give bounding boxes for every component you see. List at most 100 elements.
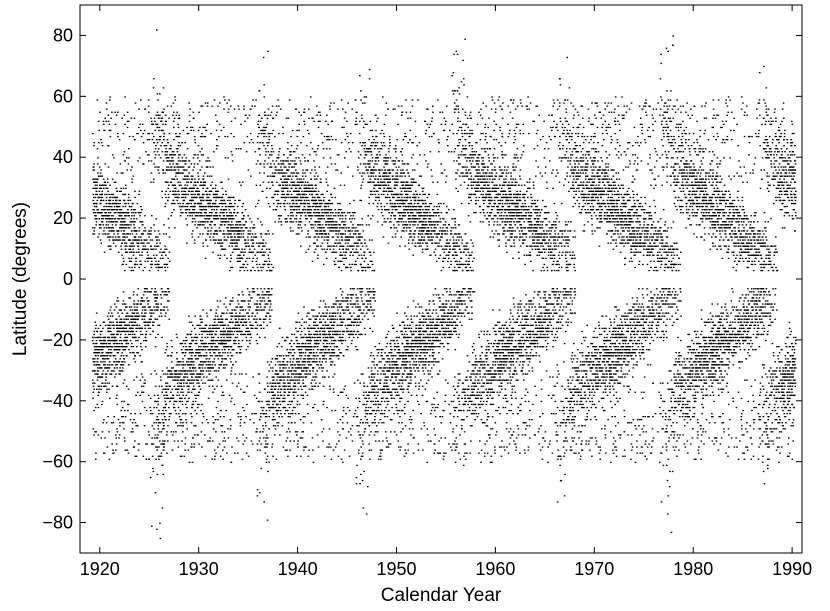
data-point xyxy=(118,324,121,326)
data-point xyxy=(192,339,195,342)
data-point xyxy=(167,199,169,202)
data-point xyxy=(157,333,159,336)
data-point xyxy=(237,300,239,302)
data-point xyxy=(368,266,370,269)
data-point xyxy=(119,336,122,339)
data-point xyxy=(106,187,109,189)
data-point xyxy=(254,233,257,235)
data-point xyxy=(294,364,297,366)
data-point xyxy=(118,218,121,220)
data-point xyxy=(126,330,129,333)
data-point xyxy=(108,215,110,217)
data-point xyxy=(212,236,215,238)
data-point xyxy=(105,352,108,354)
data-point xyxy=(131,315,134,317)
data-point xyxy=(153,257,156,259)
data-point xyxy=(159,114,161,116)
data-point xyxy=(126,312,129,314)
data-point xyxy=(259,221,262,223)
data-point xyxy=(96,352,98,354)
data-point xyxy=(303,370,305,372)
data-point xyxy=(248,309,251,311)
data-point xyxy=(283,385,286,387)
data-point xyxy=(113,327,115,329)
data-point xyxy=(102,370,105,372)
data-point xyxy=(247,230,250,232)
data-point xyxy=(170,169,172,171)
data-point xyxy=(109,324,111,326)
data-point xyxy=(212,196,215,199)
data-point xyxy=(205,364,208,366)
data-point xyxy=(309,364,311,366)
data-point xyxy=(317,324,319,326)
data-point xyxy=(292,190,295,192)
data-point xyxy=(146,288,148,290)
data-point xyxy=(220,321,222,323)
data-point xyxy=(125,330,128,333)
data-point xyxy=(247,239,250,241)
data-point xyxy=(257,242,260,244)
data-point xyxy=(111,205,113,208)
data-point xyxy=(238,233,240,235)
data-point xyxy=(186,370,188,372)
data-point xyxy=(201,193,204,196)
data-point xyxy=(315,212,318,214)
data-point xyxy=(164,193,166,196)
data-point xyxy=(214,196,216,199)
data-point xyxy=(119,227,121,229)
data-point xyxy=(314,215,316,217)
data-point xyxy=(347,303,349,305)
data-point xyxy=(124,269,126,272)
data-point xyxy=(98,376,100,378)
data-point xyxy=(282,126,284,129)
data-point xyxy=(192,157,195,159)
data-point xyxy=(143,239,146,241)
data-point xyxy=(116,190,118,192)
data-point xyxy=(118,339,121,342)
data-point xyxy=(177,196,180,199)
data-point xyxy=(246,269,249,272)
data-point xyxy=(299,224,301,226)
data-point xyxy=(217,218,219,220)
data-point xyxy=(361,242,363,244)
data-point xyxy=(112,196,114,199)
data-point xyxy=(188,172,190,174)
data-point xyxy=(190,382,193,384)
data-point xyxy=(120,339,123,342)
data-point xyxy=(112,199,114,202)
data-point xyxy=(225,193,227,196)
data-point xyxy=(193,212,196,214)
data-point xyxy=(373,291,375,293)
data-point xyxy=(93,233,96,235)
data-point xyxy=(193,187,195,189)
data-point xyxy=(202,309,204,311)
data-point xyxy=(251,105,253,107)
data-points xyxy=(91,29,797,540)
data-point xyxy=(153,163,155,165)
data-point xyxy=(99,193,101,196)
data-point xyxy=(266,312,268,314)
data-point xyxy=(155,419,158,421)
data-point xyxy=(157,434,159,436)
data-point xyxy=(195,339,198,342)
data-point xyxy=(189,346,192,348)
data-point xyxy=(219,257,221,259)
data-point xyxy=(198,385,200,387)
data-point xyxy=(130,315,133,317)
data-point xyxy=(236,437,238,439)
data-point xyxy=(222,339,225,342)
data-point xyxy=(170,370,173,372)
data-point xyxy=(99,336,101,339)
data-point xyxy=(218,339,220,342)
data-point xyxy=(164,269,167,272)
data-point xyxy=(266,233,268,235)
data-point xyxy=(198,346,200,348)
data-point xyxy=(190,355,193,357)
data-point xyxy=(209,239,212,241)
data-point xyxy=(106,315,109,317)
data-point xyxy=(193,205,196,208)
data-point xyxy=(133,227,136,229)
data-point xyxy=(307,355,310,357)
data-point xyxy=(207,205,209,208)
data-point xyxy=(155,139,158,141)
